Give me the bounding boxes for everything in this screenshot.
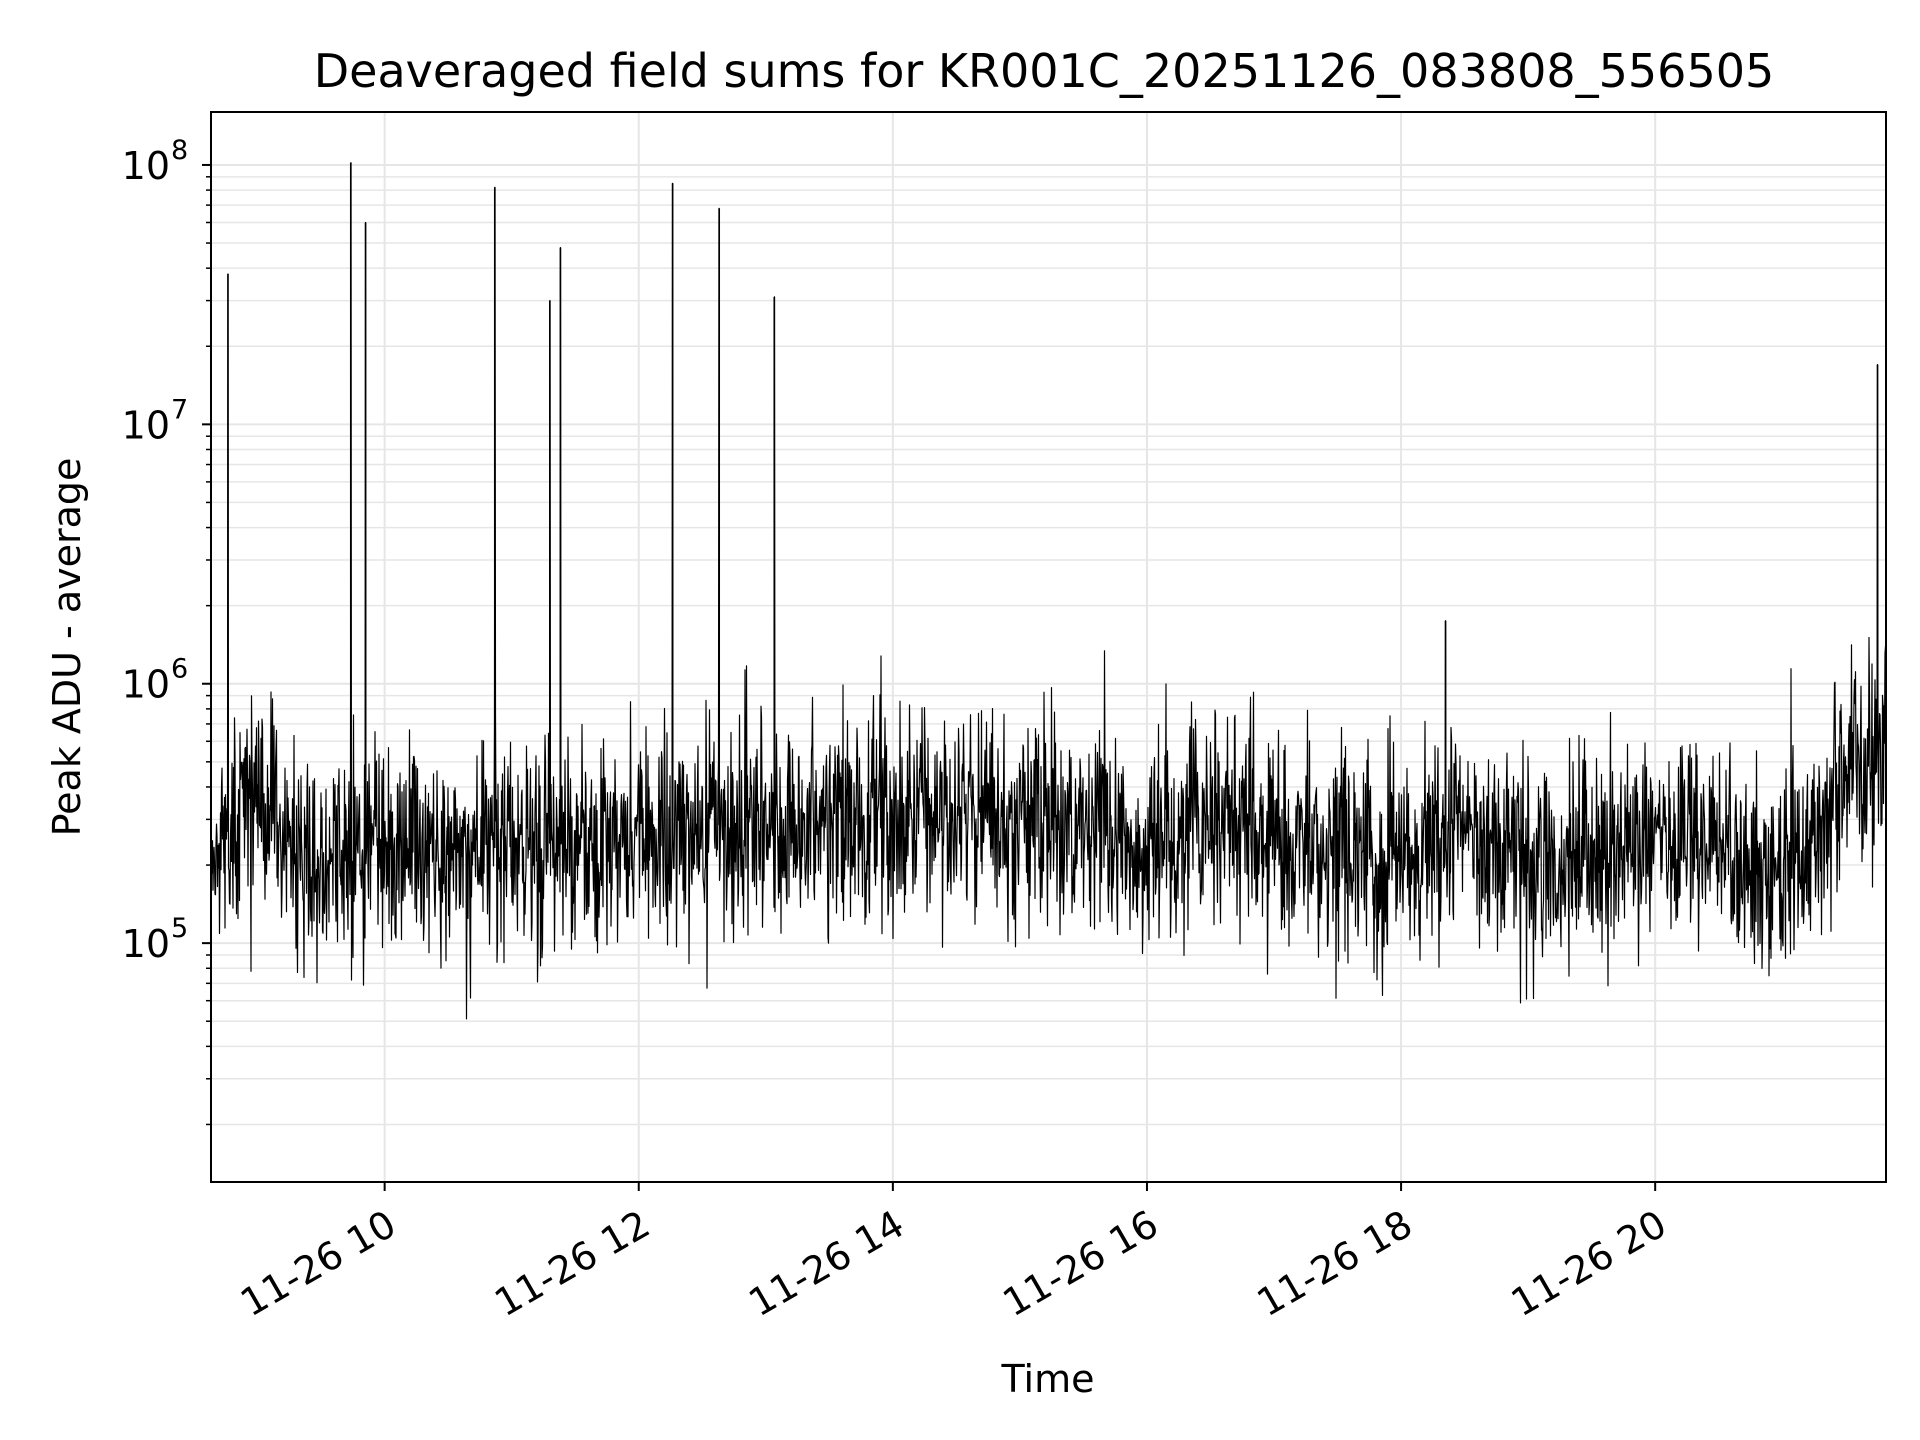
y-tick-label-base: 10	[122, 403, 170, 447]
y-tick-label: 10 8	[122, 135, 189, 188]
y-tick-label-exponent: 7	[171, 394, 188, 425]
chart-title: Deaveraged field sums for KR001C_2025112…	[314, 44, 1775, 98]
plot-frame	[210, 111, 1887, 1183]
y-tick-label: 10 5	[122, 913, 189, 966]
data-layer	[211, 162, 1887, 1020]
y-tick-label-base: 10	[122, 144, 170, 188]
series-line	[211, 162, 1887, 1020]
y-tick-label-exponent: 5	[171, 913, 188, 944]
y-tick-label-base: 10	[122, 922, 170, 966]
y-tick-label-exponent: 8	[171, 135, 188, 166]
y-tick-label: 10 7	[122, 394, 189, 447]
y-axis-label: Peak ADU - average	[45, 458, 89, 837]
y-tick-label-exponent: 6	[171, 654, 188, 685]
y-tick-label: 10 6	[122, 654, 189, 707]
y-tick-label-base: 10	[122, 663, 170, 707]
x-axis-label: Time	[1001, 1357, 1095, 1401]
